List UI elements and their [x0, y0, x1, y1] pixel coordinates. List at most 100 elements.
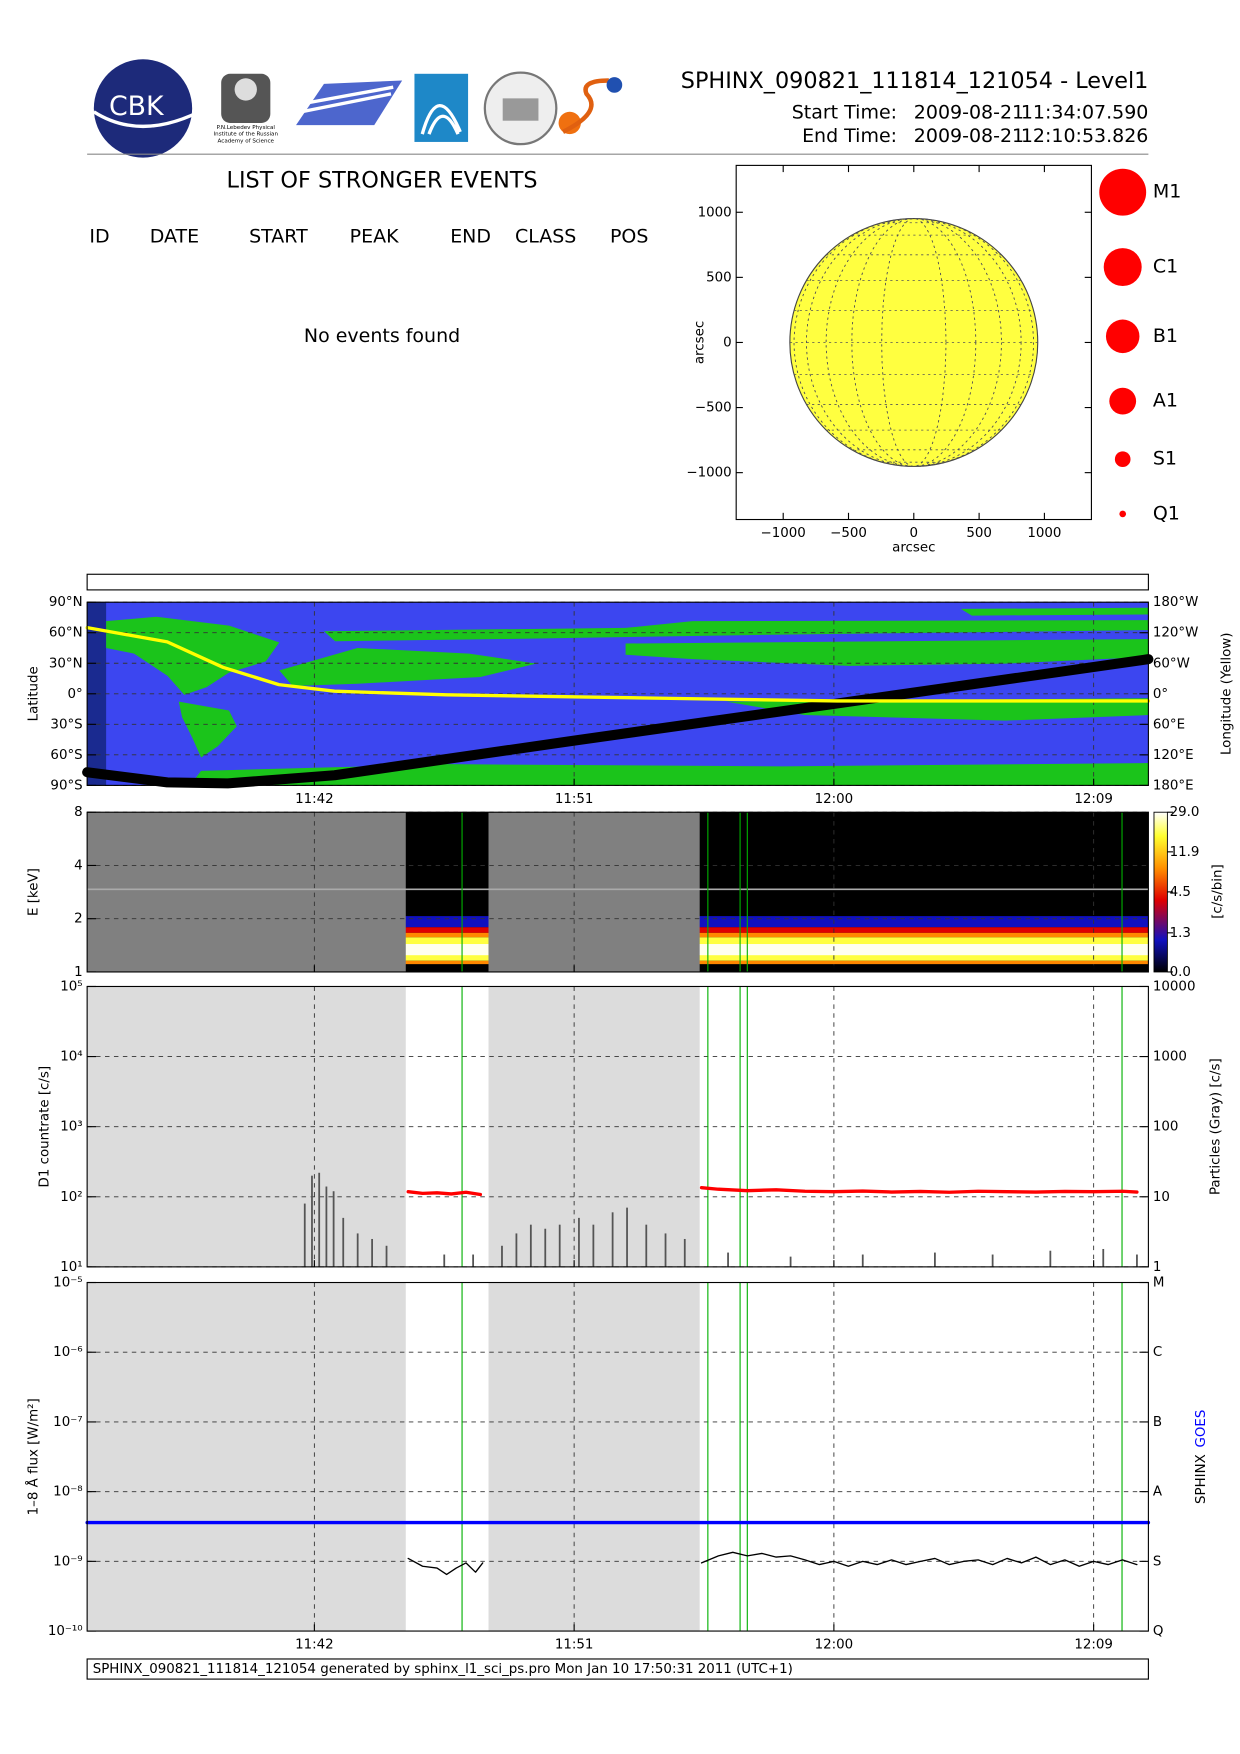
y-tick-label: 0°: [67, 687, 82, 702]
data-gap: [488, 1282, 700, 1632]
legend-label: C1: [1153, 256, 1178, 278]
particle-bar: [544, 1228, 547, 1267]
y-tick-label: 500: [706, 270, 732, 285]
land: [960, 607, 1149, 616]
particle-bar: [578, 1217, 580, 1267]
series-line: [406, 1185, 1139, 1197]
y-tick-label: 8: [74, 805, 83, 820]
colorbar-label: [c/s/bin]: [1211, 864, 1226, 919]
particle-bar: [991, 1254, 994, 1267]
colorbar: [1153, 811, 1168, 973]
colorbar-tick-label: 11.9: [1170, 845, 1200, 860]
y2-tick-label: 10000: [1153, 979, 1196, 994]
legend-swatch: [1119, 510, 1127, 518]
y2-axis-label: Particles (Gray) [c/s]: [1208, 1058, 1223, 1195]
particle-bar: [664, 1233, 667, 1267]
particle-bar: [342, 1217, 345, 1267]
particle-bar: [332, 1191, 335, 1267]
y-tick-label: 10⁵: [60, 979, 82, 994]
disk-meridian: [806, 218, 1022, 467]
y-tick-label: −1000: [686, 466, 731, 481]
y-tick-label: −500: [695, 401, 732, 416]
x-tick-label: 0: [910, 526, 919, 541]
colorbar-tick-label: 0.0: [1170, 965, 1191, 980]
legend-label: B1: [1153, 325, 1178, 347]
particle-bar: [934, 1252, 936, 1267]
land: [189, 763, 1149, 786]
y-axis-label: 1–8 Å flux [W/m²]: [25, 1398, 42, 1515]
series-line: [407, 1551, 1138, 1576]
y-tick-label: 10⁴: [60, 1050, 82, 1065]
column-header: POS: [610, 225, 648, 247]
y-axis-label: arcsec: [692, 321, 707, 364]
y2-tick-label: 120°W: [1153, 626, 1199, 641]
disk-meridian: [793, 218, 1034, 467]
x-tick-label: 1000: [1027, 526, 1061, 541]
particle-bar: [789, 1256, 792, 1267]
land: [625, 639, 1149, 666]
y2-tick-label: 100: [1153, 1120, 1179, 1135]
y-tick-label: 30°S: [50, 717, 82, 732]
logo-caption: Academy of Science: [218, 138, 275, 144]
logos: CBK P.N.Lebedev Physical Institute of th…: [92, 59, 623, 158]
data-gap: [87, 1282, 406, 1632]
y-axis-label: D1 countrate [c/s]: [38, 1066, 53, 1188]
particle-bar: [645, 1224, 648, 1267]
y2-tick-label: 180°E: [1153, 778, 1194, 793]
y2-tick-label: B: [1153, 1415, 1162, 1430]
data-gap: [488, 986, 700, 1267]
legend-swatch: [1105, 319, 1140, 354]
x-tick-label: 11:42: [295, 792, 334, 807]
end-date: 2009-08-21: [914, 125, 1024, 147]
y-tick-label: 90°N: [49, 595, 83, 610]
colorbar-tick-label: 4.5: [1170, 885, 1191, 900]
legend-swatch: [1109, 387, 1137, 415]
particle-bar: [1049, 1250, 1052, 1267]
y-tick-label: 30°N: [49, 656, 83, 671]
y-tick-label: 10⁻⁶: [53, 1345, 82, 1360]
land: [323, 620, 1149, 642]
particle-bar: [592, 1224, 595, 1267]
particle-bar: [626, 1207, 628, 1267]
y2-tick-label: Q: [1153, 1624, 1164, 1639]
x-tick-label: 12:09: [1074, 1637, 1113, 1652]
y2-tick-label: 60°E: [1153, 717, 1185, 732]
y2-tick-label: 10: [1153, 1190, 1170, 1205]
cbk-logo: [93, 59, 193, 158]
y-tick-label: 10¹: [60, 1260, 82, 1275]
particle-bar: [1136, 1254, 1138, 1267]
legend-label: S1: [1153, 448, 1177, 470]
y2-tick-label: 120°E: [1153, 748, 1194, 763]
end-label: End Time:: [802, 125, 897, 147]
particle-bar: [443, 1254, 446, 1267]
y-tick-label: 10⁻¹⁰: [48, 1624, 83, 1639]
y-tick-label: 60°S: [50, 748, 82, 763]
y2-tick-label: 0°: [1153, 687, 1168, 702]
y2-tick-label: 1000: [1153, 1050, 1187, 1065]
swirl-logo-globe: [606, 77, 623, 93]
footer-box: [86, 1658, 1149, 1680]
colorbar-tick-label: 1.3: [1170, 926, 1191, 941]
y-tick-label: 1000: [698, 205, 732, 220]
events-title: LIST OF STRONGER EVENTS: [227, 168, 538, 194]
y2-tick-label: S: [1153, 1554, 1162, 1569]
y-tick-label: 60°N: [49, 626, 83, 641]
logo-caption: P.N.Lebedev Physical: [217, 125, 276, 131]
column-header: PEAK: [350, 225, 399, 247]
y-tick-label: 4: [74, 858, 83, 873]
y-tick-label: 0: [723, 335, 732, 350]
swirl-logo: [558, 111, 581, 135]
x-tick-label: 500: [966, 526, 992, 541]
x-tick-label: −1000: [761, 526, 806, 541]
y2-axis-label-part: GOES: [1194, 1410, 1209, 1448]
colorbar-tick-label: 29.0: [1170, 805, 1200, 820]
footer: SPHINX_090821_111814_121054 generated by…: [93, 1662, 793, 1677]
empty-bar: [86, 573, 1149, 591]
panel-frame: [86, 1281, 1149, 1632]
particle-bar: [683, 1238, 686, 1267]
y-tick-label: 90°S: [50, 778, 82, 793]
particle-bar: [861, 1254, 864, 1267]
particle-bar: [385, 1245, 388, 1267]
y2-tick-label: 180°W: [1153, 595, 1199, 610]
